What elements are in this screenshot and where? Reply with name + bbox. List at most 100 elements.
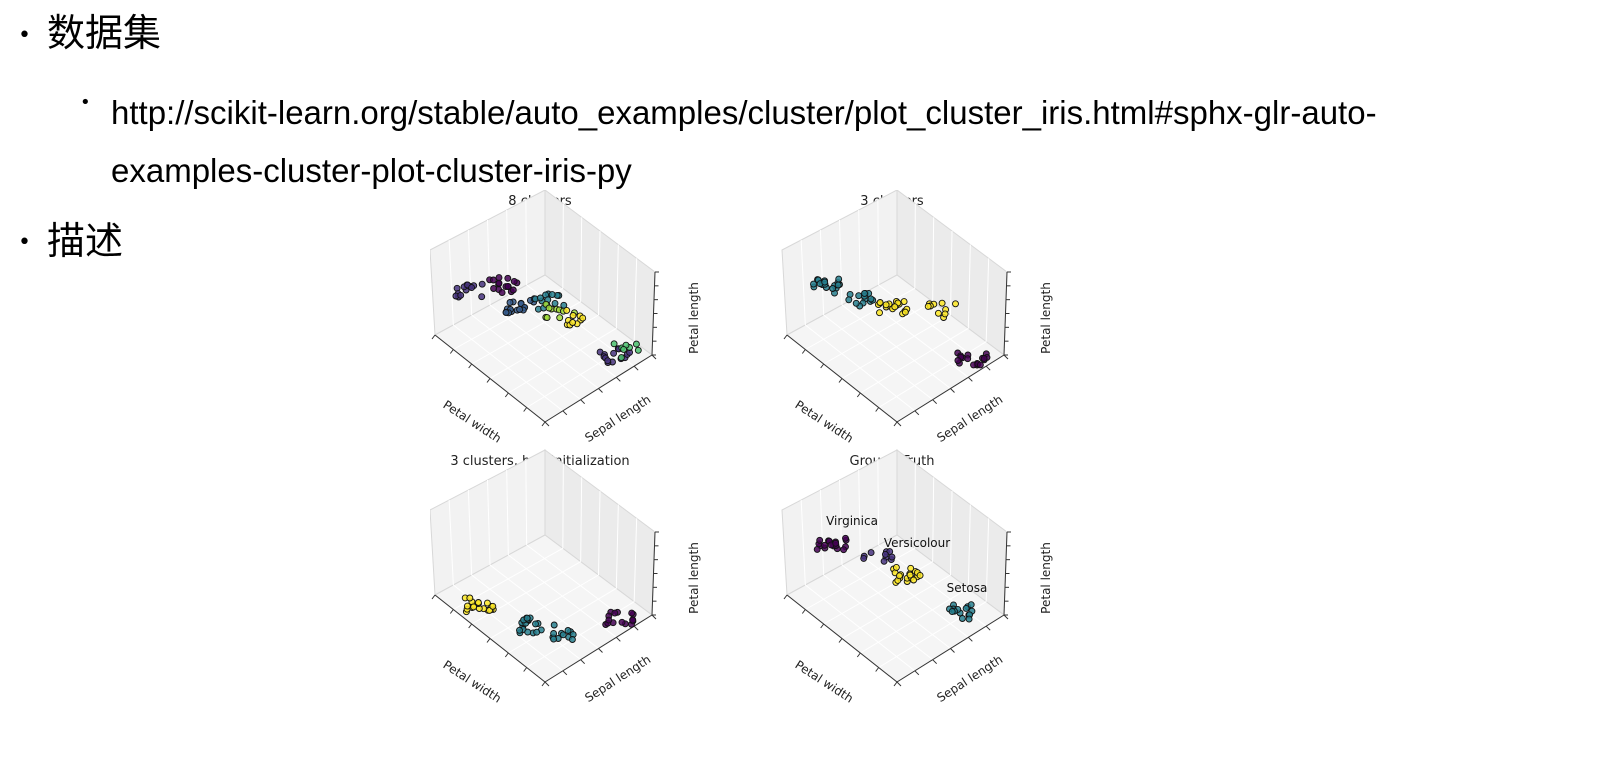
wall-grid-line (858, 209, 861, 296)
data-point (620, 345, 628, 353)
z-axis-label: Petal length (1039, 542, 1053, 614)
x-tick (801, 349, 806, 354)
data-point (478, 280, 486, 288)
data-point (965, 615, 973, 623)
y-tick (651, 354, 657, 360)
wall-grid-line (819, 229, 825, 316)
y-axis-label: Sepal length (934, 392, 1005, 445)
data-point (876, 299, 884, 306)
data-point (548, 291, 556, 299)
data-point (867, 549, 875, 557)
y-tick (615, 376, 621, 382)
y-axis-label: Sepal length (582, 652, 653, 705)
y-tick (950, 648, 955, 653)
data-point (463, 602, 471, 610)
y-tick (580, 659, 586, 665)
data-point (495, 274, 503, 282)
x-tick (486, 378, 491, 383)
data-point (934, 309, 942, 317)
data-point (924, 302, 932, 310)
wall-grid-line (932, 477, 935, 562)
z-axis-label: Petal length (687, 542, 701, 614)
data-point (556, 314, 564, 322)
data-point (938, 299, 946, 307)
data-point (543, 314, 551, 322)
y-tick (562, 670, 568, 676)
data-point (821, 278, 829, 286)
data-point (489, 602, 497, 610)
x-tick (431, 594, 436, 600)
data-point (605, 616, 613, 624)
data-point (490, 285, 498, 292)
x-tick (783, 594, 788, 600)
wall-grid-line (985, 258, 990, 342)
wall-grid-line (487, 479, 491, 566)
y-tick (967, 636, 973, 642)
data-point (810, 280, 817, 288)
data-point (980, 355, 988, 362)
y-tick (967, 376, 973, 382)
y-tick (914, 670, 920, 676)
data-point (516, 306, 524, 313)
z-axis-label: Petal length (687, 282, 701, 354)
y-tick (633, 365, 639, 371)
wall-grid-line (487, 219, 491, 306)
x-tick (468, 363, 473, 369)
data-point (958, 615, 966, 622)
data-point (559, 631, 567, 639)
data-point (466, 594, 474, 602)
wall-grid-line (506, 469, 509, 556)
data-point (855, 292, 863, 300)
data-point (888, 553, 896, 561)
x-tick (431, 334, 436, 340)
data-point (569, 312, 577, 319)
x-axis-label: Petal width (440, 658, 503, 706)
data-point (852, 299, 860, 307)
y-tick (985, 365, 991, 371)
x-tick (523, 407, 528, 412)
y-tick (598, 648, 603, 653)
data-point (813, 545, 821, 553)
data-point (495, 279, 503, 287)
data-point (468, 284, 476, 292)
data-point (861, 289, 868, 297)
wall-grid-line (598, 230, 601, 316)
y-tick (1003, 614, 1009, 620)
data-point (610, 349, 618, 357)
description-heading: 描述 (47, 219, 124, 263)
data-point (840, 546, 848, 554)
x-tick (486, 638, 491, 643)
data-point (629, 616, 637, 624)
data-point (834, 281, 842, 289)
x-tick (856, 652, 861, 658)
x-tick (468, 623, 473, 629)
dataset-link[interactable]: http://scikit-learn.org/stable/auto_exam… (111, 84, 1571, 200)
sub-bullet-dot: • (80, 92, 91, 113)
data-point (954, 357, 962, 364)
y-tick (544, 681, 550, 687)
data-point (948, 608, 956, 616)
wall-grid-line (633, 258, 638, 342)
data-point (533, 628, 541, 636)
data-point (891, 303, 899, 311)
x-tick (523, 667, 528, 672)
data-point (835, 275, 843, 283)
y-tick (562, 410, 568, 416)
y-tick (651, 614, 657, 620)
x-tick (856, 392, 861, 398)
data-point (610, 340, 618, 348)
data-point (906, 571, 914, 579)
data-point (967, 601, 975, 609)
data-point (474, 599, 482, 606)
x-tick (504, 652, 509, 658)
data-point (881, 550, 889, 558)
data-point (532, 620, 539, 628)
y-tick (598, 388, 603, 393)
data-point (457, 291, 465, 299)
data-point (523, 614, 531, 622)
x-tick (541, 681, 546, 687)
data-point (579, 314, 587, 322)
wall-grid-line (525, 459, 528, 546)
